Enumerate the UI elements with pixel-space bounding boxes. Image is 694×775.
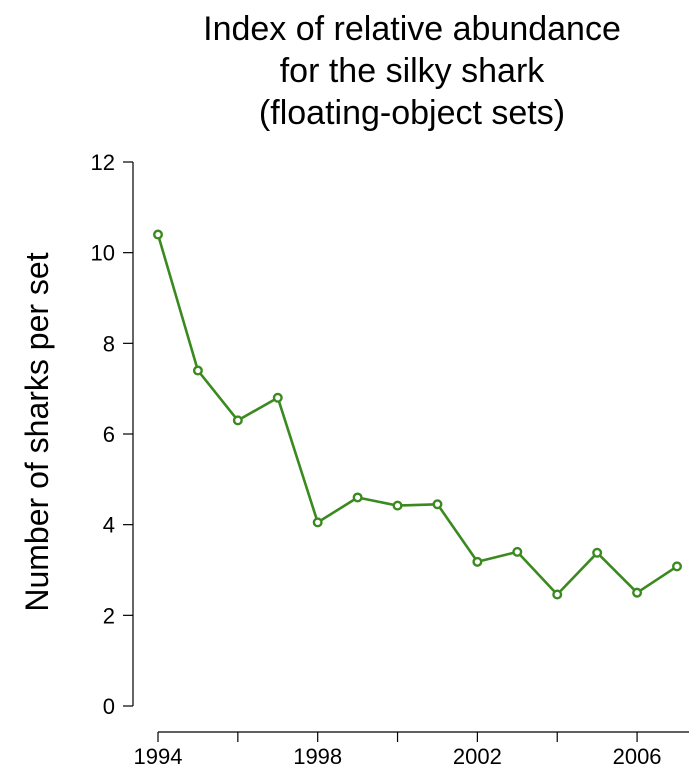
x-tick-label: 2002 (453, 744, 502, 769)
data-point (472, 556, 483, 567)
y-tick-label: 6 (103, 422, 115, 447)
data-point (672, 561, 683, 572)
data-point (512, 546, 523, 557)
data-point (592, 547, 603, 558)
x-tick-label: 2006 (613, 744, 662, 769)
x-axis: 1994 1998 2002 2006 (134, 731, 689, 769)
chart-title-line-1: Index of relative abundance (203, 10, 621, 48)
data-point (632, 587, 643, 598)
data-series (152, 229, 683, 600)
y-tick-label: 12 (91, 150, 115, 175)
data-point (192, 365, 203, 376)
y-axis: 0 2 4 6 8 10 12 (91, 150, 134, 719)
data-point (312, 517, 323, 528)
chart-title: Index of relative abundance for the silk… (203, 10, 621, 132)
y-tick-label: 2 (103, 603, 115, 628)
y-tick-label: 4 (103, 513, 115, 538)
chart-title-line-3: (floating-object sets) (259, 94, 565, 132)
y-tick-label: 0 (103, 694, 115, 719)
y-axis-label: Number of sharks per set (19, 252, 55, 611)
data-point (392, 500, 403, 511)
data-point (352, 492, 363, 503)
data-point (432, 499, 443, 510)
series-line (156, 234, 678, 596)
y-tick-label: 8 (103, 331, 115, 356)
y-tick-label: 10 (91, 241, 115, 266)
data-point (232, 415, 243, 426)
x-tick-label: 1994 (134, 744, 183, 769)
data-point (552, 589, 563, 600)
data-point (272, 392, 283, 403)
data-point (152, 229, 163, 240)
x-tick-label: 1998 (293, 744, 342, 769)
chart-title-line-2: for the silky shark (280, 52, 546, 90)
